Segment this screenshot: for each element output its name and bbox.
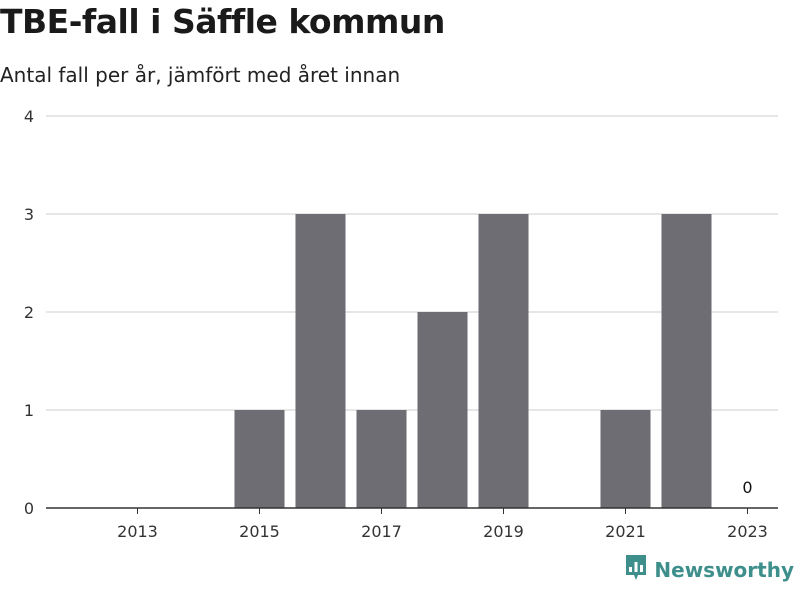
x-axis-labels: 2013 2015 2017 2019 2021 2023 bbox=[117, 508, 768, 541]
y-axis-labels: 0 1 2 3 4 bbox=[24, 107, 34, 518]
chart-subtitle: Antal fall per år, jämfört med året inna… bbox=[0, 63, 401, 87]
x-tick-label: 2019 bbox=[483, 522, 524, 541]
data-label: 0 bbox=[742, 478, 752, 497]
x-tick-label: 2013 bbox=[117, 522, 158, 541]
bar bbox=[478, 214, 529, 508]
chart-title: TBE-fall i Säffle kommun bbox=[0, 2, 445, 41]
bars bbox=[46, 214, 778, 509]
y-tick-label: 3 bbox=[24, 205, 34, 224]
y-tick-label: 1 bbox=[24, 401, 34, 420]
bar bbox=[417, 312, 468, 508]
bar bbox=[600, 410, 651, 508]
x-tick-label: 2017 bbox=[361, 522, 402, 541]
x-tick-label: 2015 bbox=[239, 522, 280, 541]
bar bbox=[295, 214, 346, 508]
brand-name: Newsworthy bbox=[654, 558, 794, 582]
bar bbox=[356, 410, 407, 508]
grid-lines bbox=[46, 115, 778, 411]
bar bbox=[661, 214, 712, 508]
x-tick-label: 2021 bbox=[605, 522, 646, 541]
y-tick-label: 2 bbox=[24, 303, 34, 322]
y-tick-label: 0 bbox=[24, 499, 34, 518]
data-labels: 0 bbox=[742, 478, 752, 497]
bar-chart: 0 1 2 3 4 2013 2015 2017 2019 2021 2023 0 bbox=[24, 107, 778, 541]
chart-logo-icon bbox=[624, 554, 648, 586]
y-tick-label: 4 bbox=[24, 107, 34, 126]
newsworthy-brand: Newsworthy bbox=[624, 554, 794, 586]
bar bbox=[234, 410, 285, 508]
x-tick-label: 2023 bbox=[727, 522, 768, 541]
